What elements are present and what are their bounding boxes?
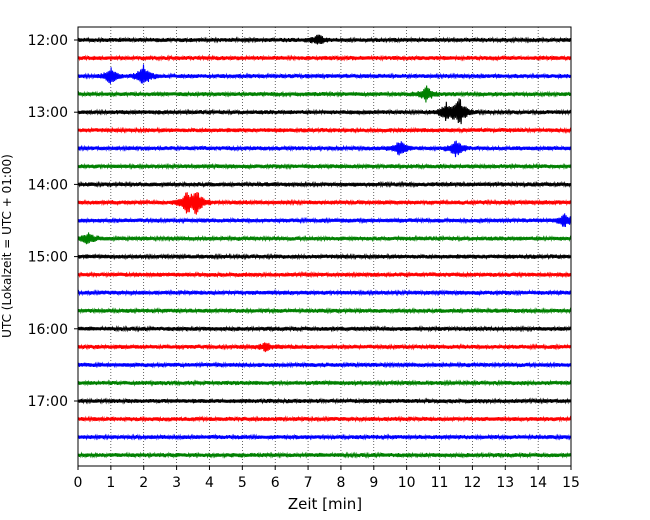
trace-1715 bbox=[77, 415, 572, 423]
x-tick-label: 5 bbox=[238, 475, 247, 491]
x-tick-label: 12 bbox=[463, 475, 481, 491]
x-tick-label: 3 bbox=[172, 475, 181, 491]
trace-1730 bbox=[77, 433, 572, 441]
x-tick-label: 1 bbox=[106, 475, 115, 491]
x-tick-label: 7 bbox=[304, 475, 313, 491]
trace-1615 bbox=[77, 342, 572, 353]
x-axis-ticks: 0 1 2 3 4 5 6 7 8 9 10 11 12 13 14 15 bbox=[74, 466, 580, 491]
y-tick-label: 12:00 bbox=[28, 33, 68, 49]
x-tick-label: 8 bbox=[336, 475, 345, 491]
trace-1645 bbox=[77, 379, 572, 387]
trace-1545 bbox=[77, 307, 572, 315]
trace-1515 bbox=[77, 270, 572, 279]
trace-1215 bbox=[77, 54, 572, 62]
plot-frame bbox=[77, 26, 572, 467]
trace-1400 bbox=[77, 180, 572, 189]
trace-1500 bbox=[77, 252, 572, 261]
plot-background bbox=[78, 27, 571, 466]
x-tick-label: 4 bbox=[205, 475, 214, 491]
trace-1315 bbox=[77, 126, 572, 135]
y-axis-ticks: 12:00 13:00 14:00 15:00 16:00 17:00 bbox=[28, 33, 78, 410]
x-tick-label: 2 bbox=[139, 475, 148, 491]
trace-1430 bbox=[77, 213, 572, 227]
y-tick-label: 13:00 bbox=[28, 105, 68, 121]
y-tick-label: 17:00 bbox=[28, 394, 68, 410]
x-tick-label: 0 bbox=[74, 475, 83, 491]
trace-1630 bbox=[77, 361, 572, 369]
y-tick-label: 16:00 bbox=[28, 322, 68, 338]
x-tick-label: 6 bbox=[271, 475, 280, 491]
x-tick-label: 15 bbox=[562, 475, 580, 491]
trace-1700 bbox=[77, 397, 572, 405]
trace-1745 bbox=[77, 451, 572, 459]
x-tick-label: 10 bbox=[398, 475, 416, 491]
x-tick-label: 13 bbox=[496, 475, 514, 491]
y-axis-label: UTC (Lokalzeit = UTC + 01:00) bbox=[0, 154, 14, 338]
trace-1415 bbox=[77, 191, 572, 215]
trace-1600 bbox=[77, 325, 572, 333]
grid-lines bbox=[110, 27, 539, 466]
trace-1445 bbox=[77, 232, 572, 245]
trace-1530 bbox=[77, 288, 572, 297]
seismic-traces bbox=[77, 34, 572, 459]
x-tick-label: 9 bbox=[369, 475, 378, 491]
trace-1230 bbox=[77, 64, 572, 84]
x-tick-label: 11 bbox=[431, 475, 449, 491]
trace-1345 bbox=[77, 162, 572, 171]
y-tick-label: 14:00 bbox=[28, 177, 68, 193]
trace-1300 bbox=[77, 98, 572, 125]
x-tick-label: 14 bbox=[529, 475, 547, 491]
x-axis-label: Zeit [min] bbox=[288, 495, 362, 513]
trace-1245 bbox=[77, 85, 572, 103]
trace-1330 bbox=[77, 140, 572, 158]
trace-1200 bbox=[77, 34, 572, 45]
y-tick-label: 15:00 bbox=[28, 250, 68, 266]
